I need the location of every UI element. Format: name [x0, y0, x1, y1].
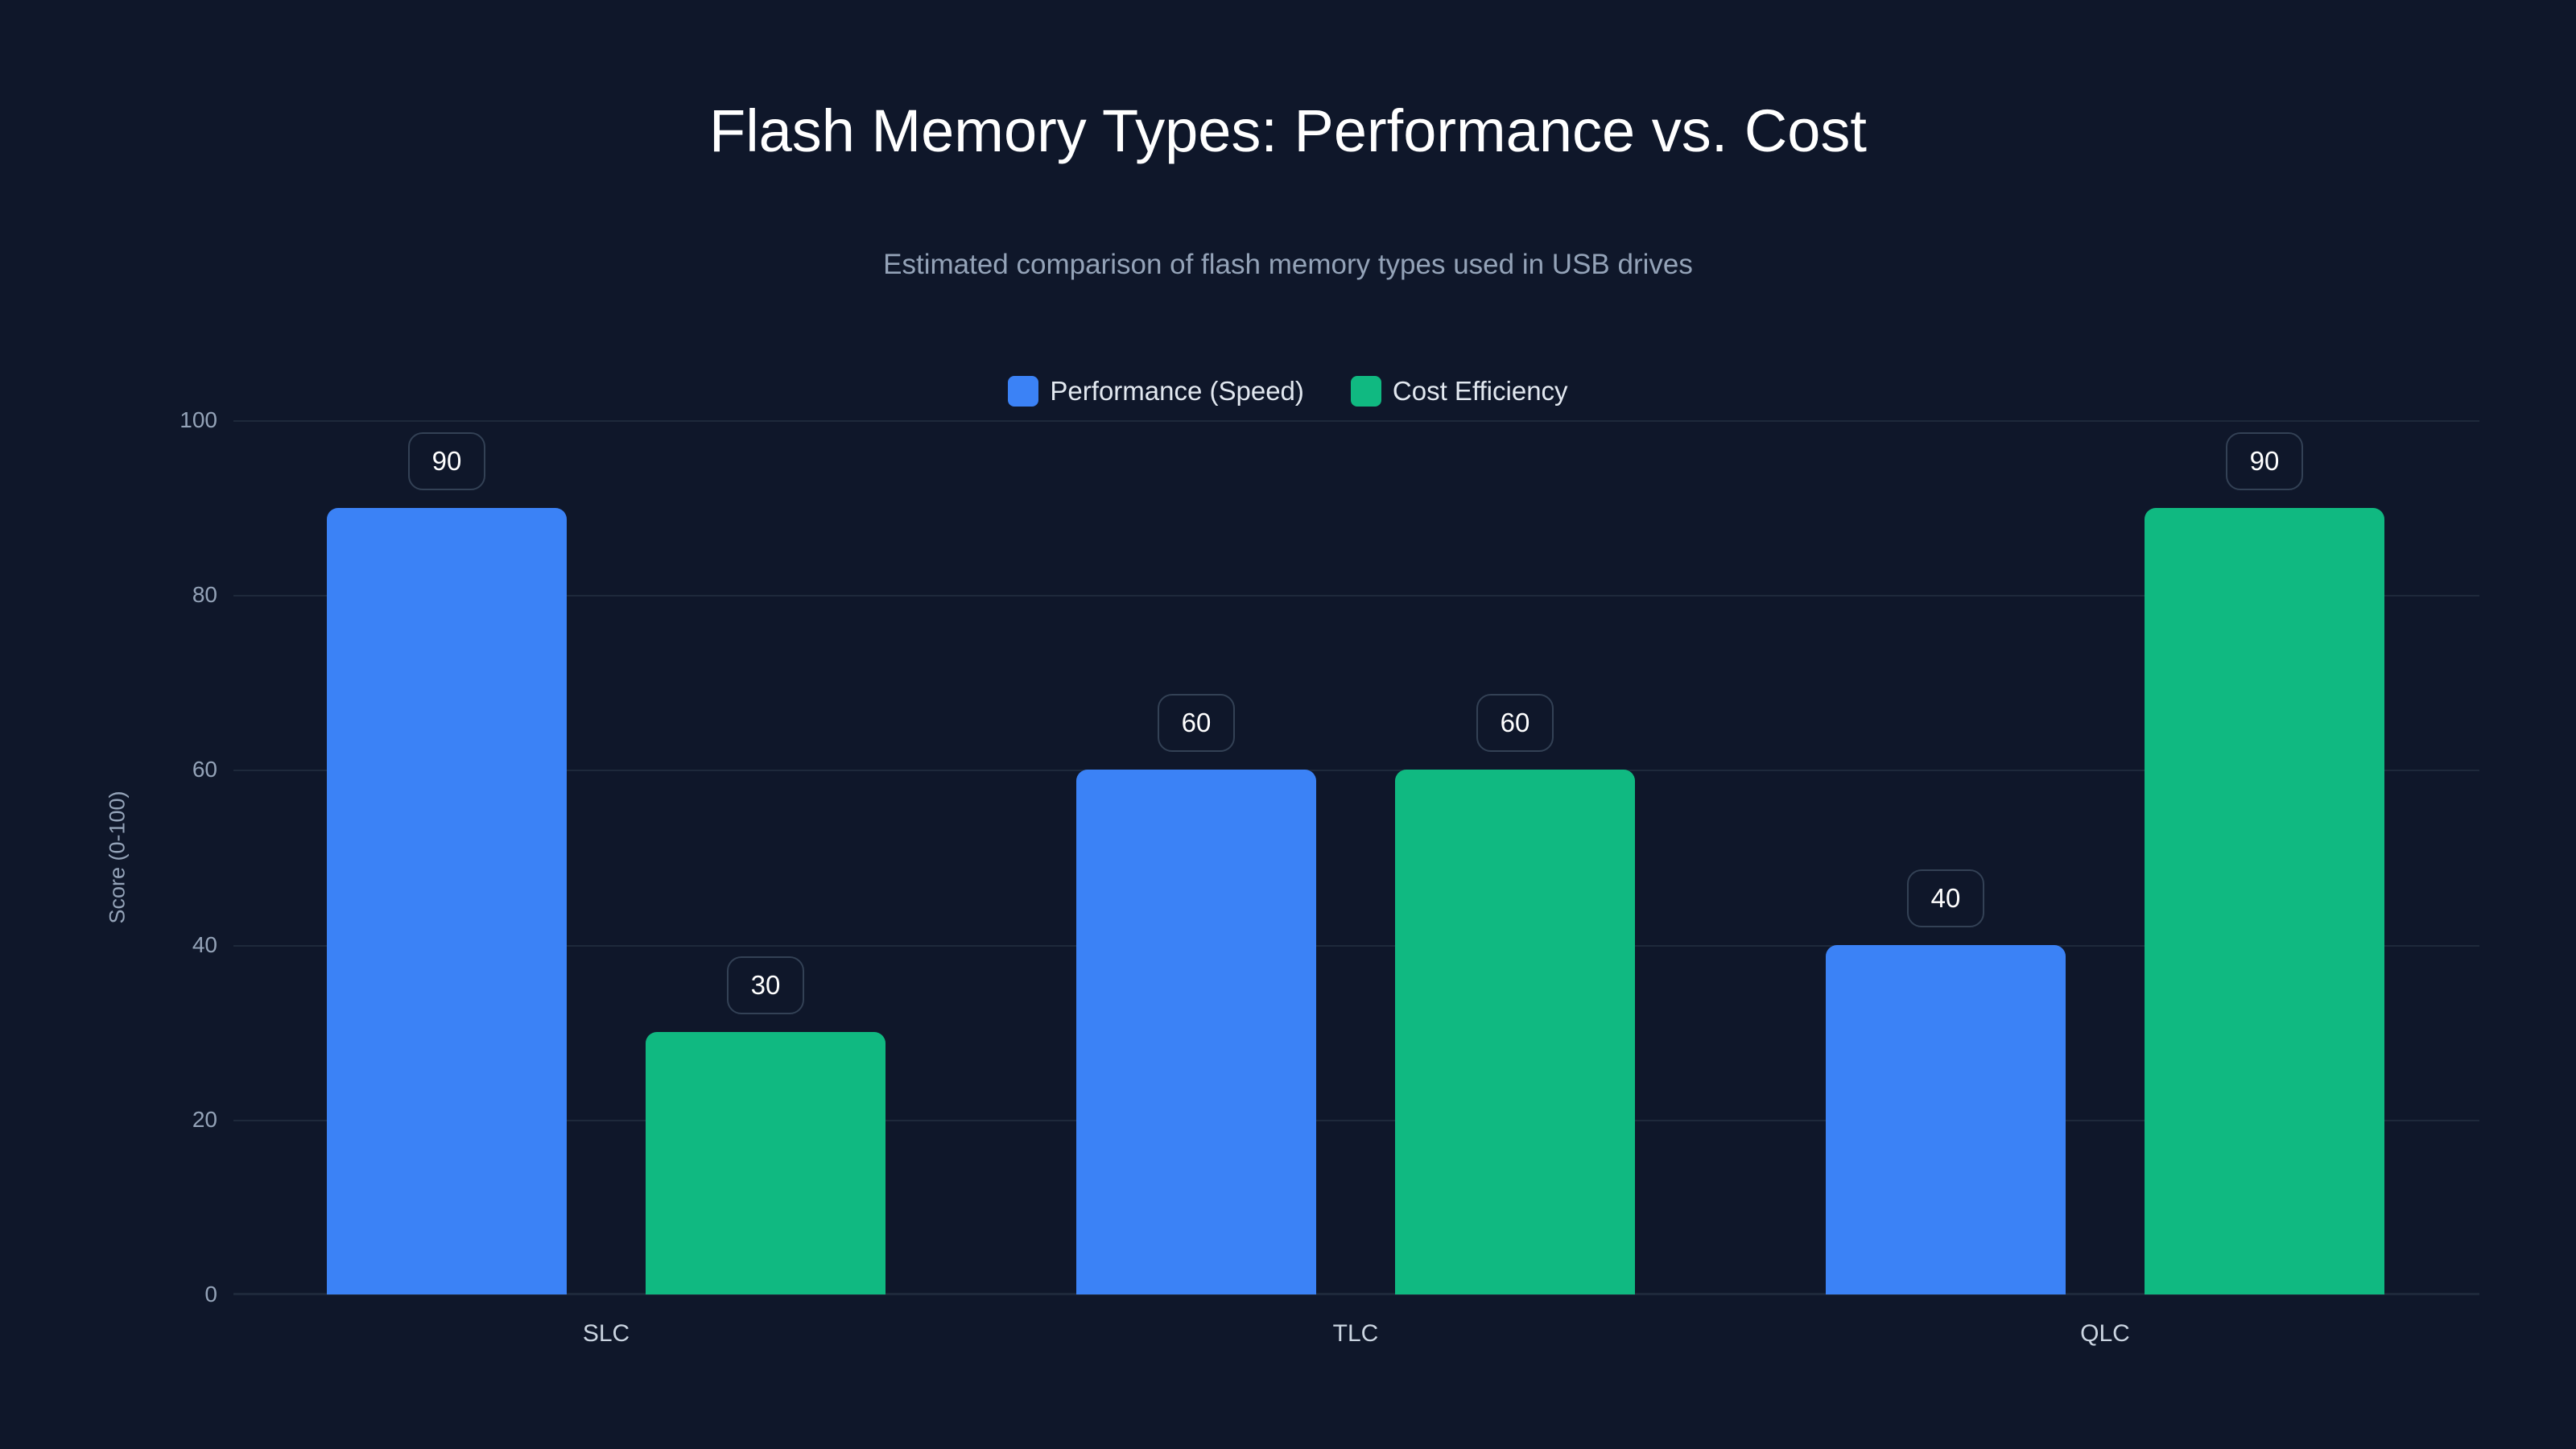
gridline-80: [233, 595, 2479, 597]
plot-area: 90 30 60 60 40 90: [233, 420, 2479, 1295]
y-tick-60: 60: [192, 757, 217, 782]
gridline-100: [233, 420, 2479, 422]
chart-title: Flash Memory Types: Performance vs. Cost: [709, 97, 1867, 164]
gridline-20: [233, 1120, 2479, 1121]
bar-tlc-cost-efficiency[interactable]: [1395, 770, 1635, 1294]
legend-item-cost-efficiency[interactable]: Cost Efficiency: [1350, 374, 1568, 409]
bar-qlc-performance[interactable]: [1826, 945, 2066, 1294]
x-tick-qlc: QLC: [2080, 1320, 2130, 1347]
x-tick-slc: SLC: [582, 1320, 630, 1347]
value-label-slc-cost-efficiency: 30: [727, 956, 804, 1014]
legend-swatch-cost-efficiency: [1350, 376, 1381, 407]
y-tick-80: 80: [192, 582, 217, 607]
chart-legend: Performance (Speed) Cost Efficiency: [0, 374, 2576, 409]
y-tick-20: 20: [192, 1107, 217, 1132]
chart-subtitle: Estimated comparison of flash memory typ…: [883, 249, 1693, 280]
bar-qlc-cost-efficiency[interactable]: [2145, 508, 2384, 1294]
gridline-60: [233, 770, 2479, 771]
y-tick-100: 100: [180, 407, 217, 432]
legend-label-performance: Performance (Speed): [1050, 376, 1304, 406]
y-tick-0: 0: [204, 1282, 217, 1307]
legend-swatch-performance: [1008, 376, 1039, 407]
y-axis-label: Score (0-100): [105, 791, 130, 924]
bar-slc-cost-efficiency[interactable]: [646, 1032, 886, 1294]
value-label-qlc-performance: 40: [1907, 869, 1984, 927]
y-tick-40: 40: [192, 932, 217, 957]
value-label-tlc-cost-efficiency: 60: [1476, 694, 1554, 752]
x-tick-tlc: TLC: [1332, 1320, 1379, 1347]
legend-label-cost-efficiency: Cost Efficiency: [1392, 376, 1568, 406]
value-label-slc-performance: 90: [408, 432, 485, 490]
legend-item-performance[interactable]: Performance (Speed): [1008, 374, 1304, 409]
gridline-40: [233, 945, 2479, 947]
x-axis-baseline: [233, 1293, 2479, 1295]
bar-tlc-performance[interactable]: [1076, 770, 1316, 1294]
bar-slc-performance[interactable]: [327, 508, 567, 1294]
value-label-tlc-performance: 60: [1158, 694, 1235, 752]
value-label-qlc-cost-efficiency: 90: [2226, 432, 2303, 490]
